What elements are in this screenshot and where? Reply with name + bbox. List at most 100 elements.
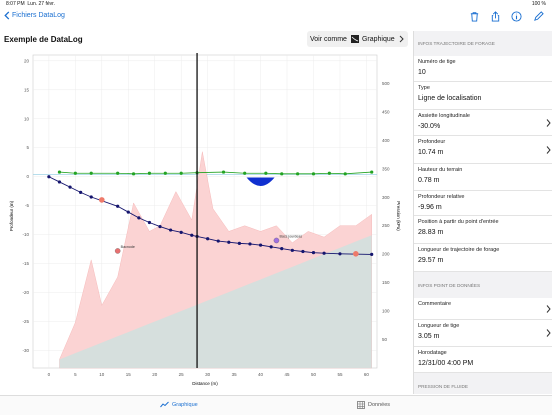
chevron-right-icon: [546, 329, 551, 337]
bore-point: [206, 237, 210, 241]
y2-tick-label: 350: [382, 166, 390, 171]
x-tick-label: 25: [179, 372, 185, 377]
x-tick-label: 5: [74, 372, 77, 377]
ground-point: [73, 171, 77, 175]
annotation-label: Bacnode: [121, 245, 135, 249]
bore-point: [79, 190, 83, 194]
trash-icon[interactable]: [469, 11, 480, 22]
point-list: Commentaire Longueur de tige 3.05 m Horodat…: [414, 298, 552, 373]
chart-thumbnail-icon: [350, 35, 359, 43]
x-tick-label: 15: [126, 372, 132, 377]
row-value: 10: [418, 69, 426, 76]
bore-point: [322, 251, 326, 255]
panel-row: Profondeur relative -9.96 m: [414, 191, 552, 216]
chevron-right-icon: [399, 35, 404, 43]
ground-point: [264, 171, 268, 175]
row-label: Position à partir du point d'entrée: [418, 219, 499, 225]
row-label: Assiette longitudinale: [418, 113, 470, 119]
ground-point: [370, 170, 374, 174]
ground-point: [243, 171, 247, 175]
bore-point: [227, 240, 231, 244]
chevron-left-icon: [4, 11, 10, 20]
ground-point: [57, 170, 62, 174]
ground-point: [147, 171, 152, 175]
view-as-selector[interactable]: Voir comme Graphique: [307, 31, 408, 47]
bore-point: [116, 204, 120, 208]
row-value: Ligne de localisation: [418, 95, 482, 102]
y2-tick-label: 450: [382, 109, 390, 114]
panel-row[interactable]: Longueur de tige 3.05 m: [414, 320, 552, 347]
details-panel: INFOS TRAJECTOIRE DE FORAGE Numéro de ti…: [413, 31, 552, 394]
view-as-label: Voir comme: [310, 35, 347, 43]
page-title: Exemple de DataLog: [4, 35, 83, 44]
ground-point: [296, 172, 300, 176]
datalog-chart[interactable]: 0 5 10 15 20 25 30 35 40 45 50 55 6020151050-5-10-15…: [0, 50, 410, 395]
bore-point: [269, 245, 273, 249]
status-bar: 8:07 PM Lun. 27 févr. 100 %: [0, 0, 552, 9]
ground-point: [327, 171, 331, 175]
tab-donnees-label: Données: [368, 402, 391, 408]
pressure-marker: [353, 251, 359, 257]
x-tick-label: 40: [258, 372, 264, 377]
y-tick-label: -5: [25, 203, 29, 208]
panel-row: Numéro de tige 10: [414, 56, 552, 82]
y-tick-label: -10: [22, 232, 29, 237]
section-header-point: INFOS POINT DE DONNÉES: [414, 272, 552, 298]
row-label: Hauteur du terrain: [418, 167, 463, 173]
bore-point: [169, 228, 173, 232]
chevron-right-icon: [546, 118, 551, 127]
bore-point: [311, 251, 316, 255]
section-header-pressure: PRESSION DE FLUIDE: [414, 373, 552, 394]
panel-row: Horodatage 12/31/00 4:00 PM: [414, 347, 552, 373]
x-tick-label: 20: [152, 372, 158, 377]
y2-tick-label: 300: [382, 195, 390, 200]
y2-tick-label: 400: [382, 138, 390, 143]
panel-row[interactable]: Assiette longitudinale -30.0%: [414, 110, 552, 136]
y2-tick-label: 500: [382, 81, 390, 86]
pressure-marker: [99, 197, 105, 203]
pressure-area-secondary: [59, 235, 372, 368]
y2-tick-label: 100: [382, 309, 390, 314]
ground-point: [221, 170, 226, 174]
row-value: 3.05 m: [418, 333, 440, 340]
x-tick-label: 60: [364, 372, 370, 377]
y-tick-label: 20: [24, 58, 30, 63]
y2-tick-label: 50: [382, 337, 388, 342]
edit-pencil-icon[interactable]: [533, 11, 544, 22]
row-label: Profondeur: [418, 139, 446, 145]
panel-row[interactable]: Profondeur 10.74 m: [414, 136, 552, 164]
chevron-right-icon: [546, 304, 551, 313]
chevron-right-icon: [546, 145, 551, 154]
share-icon[interactable]: [490, 11, 501, 22]
tab-donnees[interactable]: Données: [357, 401, 390, 409]
bore-point: [57, 180, 62, 184]
annotation-point: [273, 237, 280, 244]
panel-row[interactable]: Commentaire: [414, 298, 552, 320]
x-tick-label: 45: [285, 372, 291, 377]
panel-row: Position à partir du point d'entrée 28.83…: [414, 216, 552, 244]
status-time: 8:07 PM Lun. 27 févr.: [6, 1, 55, 7]
bore-point: [147, 220, 152, 225]
bore-point: [237, 241, 241, 245]
y-tick-label: 15: [24, 87, 30, 92]
trajectory-list: Numéro de tige 10 Type Ligne de localisatio…: [414, 56, 552, 272]
table-icon: [357, 401, 365, 409]
row-value: -30.0%: [418, 123, 441, 130]
tab-graphique-label: Graphique: [172, 401, 198, 408]
y2-tick-label: 150: [382, 280, 390, 285]
x-axis-label: Distance (m): [192, 381, 218, 386]
tab-graphique[interactable]: Graphique: [160, 401, 198, 408]
y-tick-label: -30: [22, 348, 29, 353]
back-button[interactable]: Fichiers DataLog: [4, 11, 65, 20]
bore-point: [258, 243, 263, 247]
bore-point: [370, 252, 374, 256]
row-label: Numéro de tige: [418, 59, 456, 65]
row-value: 12/31/00 4:00 PM: [418, 360, 474, 367]
bore-point: [47, 175, 51, 179]
ground-point: [343, 172, 347, 176]
info-icon[interactable]: [511, 11, 522, 22]
ground-line: [59, 171, 372, 175]
ground-point: [280, 172, 284, 176]
x-tick-label: 0: [48, 372, 51, 377]
row-label: Commentaire: [418, 301, 452, 307]
